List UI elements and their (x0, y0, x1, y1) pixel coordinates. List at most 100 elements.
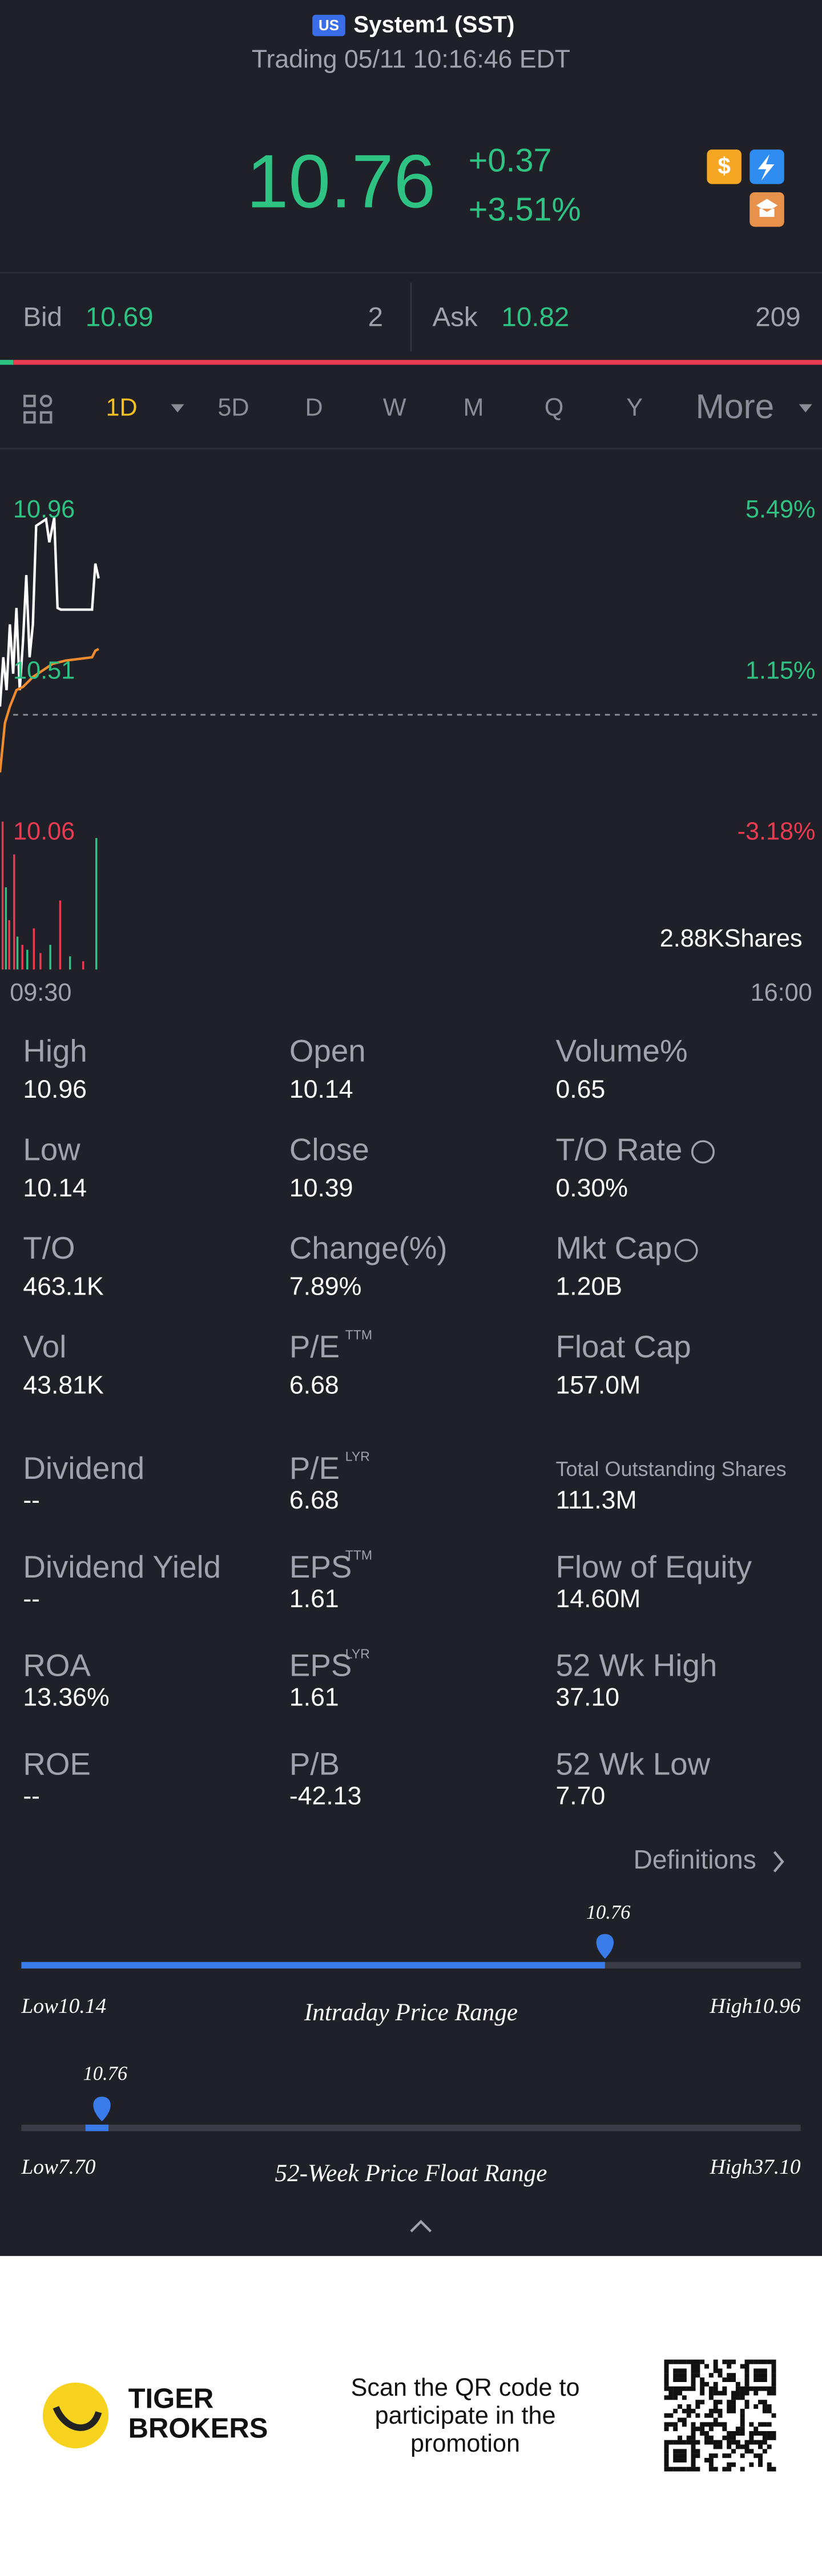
dropdown-arrow[interactable] (171, 404, 184, 413)
qr-module (691, 2449, 696, 2454)
period-tab[interactable]: W (383, 394, 406, 422)
qr-module (722, 2466, 727, 2472)
qr-module (713, 2404, 718, 2409)
bid-size: 2 (368, 302, 383, 332)
qr-module (722, 2359, 727, 2364)
qr-module (735, 2444, 740, 2449)
qr-module (668, 2466, 674, 2472)
qr-module (713, 2391, 718, 2396)
qr-module (740, 2422, 745, 2427)
qr-module (691, 2364, 696, 2369)
qr-module (682, 2359, 687, 2364)
market-badge: US (319, 18, 339, 34)
qr-module (754, 2431, 759, 2436)
qr-module (744, 2391, 750, 2396)
qr-module (762, 2368, 767, 2373)
qr-module (758, 2444, 763, 2449)
time-end: 16:00 (751, 979, 812, 1006)
stat-value: 10.14 (23, 1174, 87, 1202)
qr-module (744, 2449, 750, 2454)
qr-module (767, 2466, 772, 2472)
stat-value: 6.68 (289, 1486, 339, 1514)
qr-module (749, 2440, 754, 2445)
stat-label-sup: LYR (345, 1449, 370, 1464)
qr-module (678, 2404, 682, 2409)
period-tab[interactable]: More (695, 387, 774, 426)
qr-module (749, 2359, 754, 2364)
period-tab[interactable]: 1D (106, 394, 138, 422)
qr-module (708, 2462, 714, 2467)
qr-module (682, 2368, 687, 2373)
qr-module (735, 2440, 740, 2445)
qr-module (664, 2386, 669, 2391)
period-tab[interactable]: 5D (217, 394, 249, 422)
qr-module (722, 2377, 727, 2383)
qr-module (700, 2386, 705, 2391)
qr-module (704, 2431, 709, 2436)
qr-module (704, 2440, 709, 2445)
range-current: 10.76 (586, 1902, 631, 1923)
qr-module (682, 2449, 687, 2454)
qr-module (735, 2381, 740, 2387)
qr-module (735, 2391, 740, 2396)
qr-module (682, 2386, 687, 2391)
qr-module (758, 2368, 763, 2373)
qr-module (708, 2453, 714, 2458)
range-pin (596, 1934, 614, 1959)
qr-module (744, 2359, 750, 2364)
promo-text: participate in the (375, 2402, 556, 2429)
qr-module (754, 2386, 759, 2391)
qr-module (731, 2373, 736, 2378)
qr-module (673, 2377, 678, 2383)
qr-module (754, 2377, 759, 2383)
trading-status: Trading 05/11 10:16:46 EDT (252, 45, 570, 73)
qr-module (691, 2359, 696, 2364)
period-tab[interactable]: Y (626, 394, 643, 422)
grid-icon[interactable] (23, 394, 53, 424)
qr-module (731, 2359, 736, 2364)
qr-module (664, 2458, 669, 2463)
qr-module (691, 2408, 696, 2413)
qr-module (771, 2364, 776, 2369)
qr-module (695, 2364, 700, 2369)
qr-module (771, 2377, 776, 2383)
promo-text: Scan the QR code to (351, 2374, 580, 2401)
stat-value: -42.13 (289, 1782, 362, 1810)
period-tab[interactable]: M (463, 394, 483, 422)
qr-module (744, 2368, 750, 2373)
qr-module (718, 2400, 723, 2405)
qr-module (758, 2400, 763, 2405)
icon-analyst[interactable] (750, 192, 784, 227)
qr-module (678, 2391, 682, 2396)
qr-module (678, 2435, 682, 2440)
qr-module (713, 2368, 718, 2373)
qr-module (731, 2377, 736, 2383)
collapse-chevron[interactable] (410, 2219, 432, 2233)
qr-module (740, 2395, 745, 2400)
qr-module (771, 2391, 776, 2396)
period-tab[interactable]: D (305, 394, 323, 422)
qr-module (700, 2377, 705, 2383)
qr-module (731, 2440, 736, 2445)
qr-module (682, 2417, 687, 2423)
stat-label: Vol (23, 1329, 66, 1364)
definitions-link[interactable]: Definitions (634, 1845, 756, 1874)
qr-module (718, 2413, 723, 2418)
qr-module (700, 2391, 705, 2396)
period-tab[interactable]: Q (545, 394, 564, 422)
qr-module (668, 2395, 674, 2400)
qr-module (727, 2444, 732, 2449)
stat-label: Mkt Cap (555, 1230, 672, 1265)
chevron[interactable] (773, 1851, 784, 1873)
qr-module (695, 2453, 700, 2458)
qr-module (673, 2453, 678, 2458)
stat-value: 14.60M (555, 1585, 640, 1613)
qr-module (771, 2373, 776, 2378)
stat-value: 1.61 (289, 1585, 339, 1613)
qr-module (704, 2422, 709, 2427)
qr-module (678, 2453, 682, 2458)
qr-module (664, 2427, 669, 2432)
dropdown-arrow[interactable] (799, 404, 812, 413)
icon-dollar[interactable] (707, 149, 742, 184)
